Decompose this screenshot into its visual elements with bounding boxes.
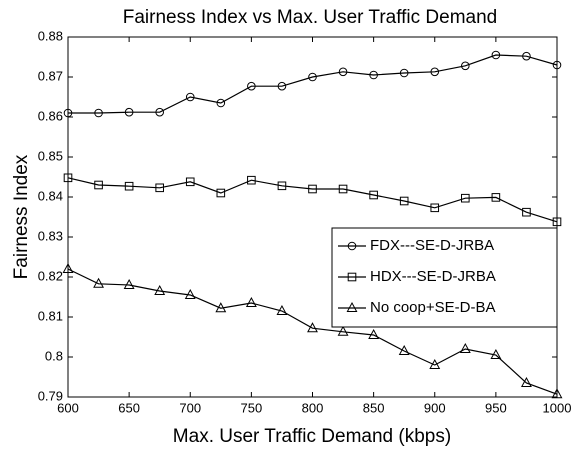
x-tick-label: 750 [241, 400, 263, 415]
marker [124, 181, 134, 191]
marker [307, 322, 318, 333]
x-tick-label: 1000 [543, 400, 572, 415]
marker [276, 304, 288, 315]
marker [522, 207, 531, 217]
marker [490, 348, 502, 359]
y-tick-label: 0.81 [38, 308, 63, 323]
marker [215, 302, 227, 313]
marker [308, 72, 317, 82]
x-tick-label: 800 [302, 400, 324, 415]
marker [552, 217, 562, 227]
marker [461, 61, 470, 71]
marker [184, 288, 196, 299]
marker [399, 196, 409, 206]
y-tick-label: 0.8 [45, 348, 63, 363]
marker [185, 177, 195, 187]
marker [63, 173, 73, 183]
marker [94, 108, 103, 118]
legend-marker [346, 301, 358, 312]
y-tick-label: 0.83 [38, 228, 63, 243]
marker [399, 68, 409, 78]
y-tick-label: 0.87 [38, 68, 63, 83]
x-tick-label: 700 [179, 400, 201, 415]
y-axis-label: Fairness Index [11, 154, 32, 279]
marker [308, 184, 317, 194]
marker [369, 190, 378, 200]
marker [491, 50, 501, 60]
marker [430, 203, 440, 213]
x-tick-label: 650 [118, 400, 140, 415]
marker [398, 344, 410, 355]
marker [245, 296, 257, 307]
series-line [67, 177, 558, 223]
marker [338, 184, 348, 194]
marker [123, 278, 135, 289]
marker [520, 376, 532, 387]
marker [459, 342, 471, 353]
y-tick-label: 0.88 [38, 28, 63, 43]
legend-label: FDX---SE-D-JRBA [370, 237, 494, 254]
marker [216, 188, 226, 198]
series-line [67, 268, 558, 395]
marker [551, 388, 563, 399]
marker [155, 183, 164, 193]
y-tick-label: 0.85 [38, 148, 63, 163]
marker [216, 98, 226, 108]
series-line [68, 54, 558, 114]
x-tick-label: 900 [424, 400, 446, 415]
marker [63, 108, 73, 118]
legend-label: No coop+SE-D-BA [370, 299, 495, 316]
marker [369, 70, 378, 80]
marker [154, 284, 166, 295]
marker [185, 92, 195, 102]
legend-label: HDX---SE-D-JRBA [370, 268, 496, 285]
marker [337, 325, 349, 336]
marker [94, 180, 103, 190]
marker [62, 262, 74, 273]
marker [368, 328, 380, 339]
y-tick-label: 0.82 [38, 268, 63, 283]
marker [124, 107, 134, 117]
marker [93, 277, 105, 288]
x-tick-label: 950 [485, 400, 507, 415]
marker [247, 175, 256, 185]
chart-title: Fairness Index vs Max. User Traffic Dema… [123, 7, 498, 28]
marker [430, 67, 440, 77]
marker [155, 107, 164, 117]
marker [277, 81, 287, 91]
legend-marker [347, 241, 357, 251]
marker [247, 81, 256, 91]
x-tick-label: 600 [57, 400, 79, 415]
marker [552, 60, 562, 70]
x-tick-label: 850 [363, 400, 385, 415]
marker [522, 51, 531, 61]
marker [491, 193, 501, 202]
legend-box [331, 227, 558, 328]
y-tick-label: 0.86 [38, 108, 63, 123]
marker [461, 193, 470, 203]
x-axis-label: Max. User Traffic Demand (kbps) [173, 426, 451, 447]
marker [429, 358, 441, 369]
marker [338, 67, 348, 77]
plot-area [67, 36, 558, 398]
marker [277, 181, 287, 191]
y-tick-label: 0.84 [38, 188, 63, 203]
y-tick-label: 0.79 [38, 388, 63, 403]
legend-marker [347, 272, 357, 282]
